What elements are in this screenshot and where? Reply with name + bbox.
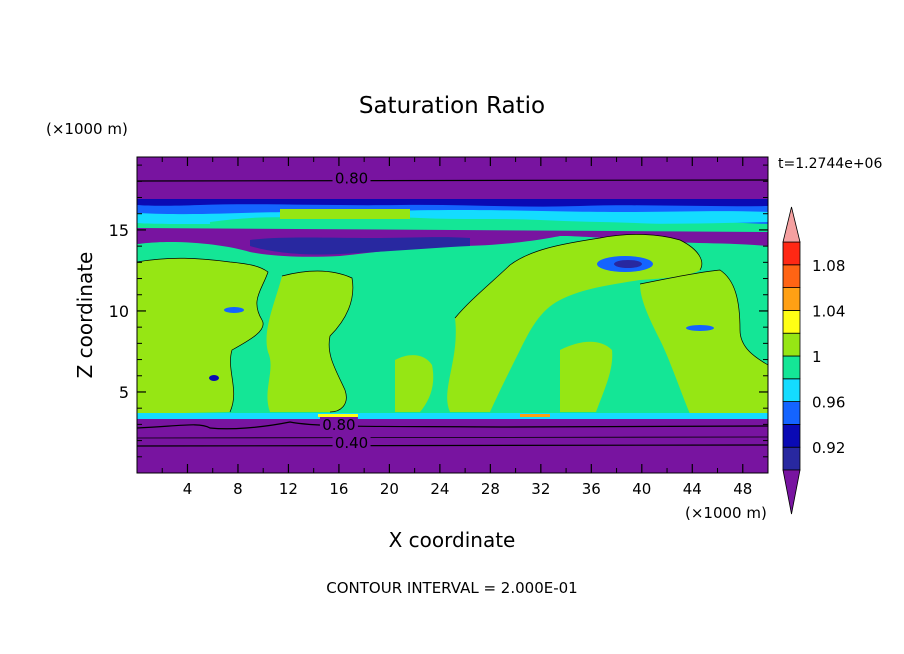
surface-yellow-streak — [318, 414, 358, 417]
upper-dry-band — [137, 157, 768, 201]
y-tick-label: 15 — [109, 221, 129, 240]
colorbar-swatch — [782, 446, 801, 471]
colorbar-tick-label: 1.08 — [812, 257, 845, 275]
colorbar-swatch — [782, 264, 801, 288]
colorbar-swatch — [782, 355, 801, 380]
small-navy-patch — [209, 375, 219, 381]
contour-line-sat-center — [454, 234, 703, 319]
y-axis-label: Z coordinate — [73, 252, 97, 379]
colorbar-swatch — [782, 332, 801, 357]
contour-line-040 — [137, 444, 768, 447]
colorbar-tick-label: 1.04 — [812, 302, 845, 320]
contour-interval-note: CONTOUR INTERVAL = 2.000E-01 — [326, 579, 577, 597]
upper-green-strip — [280, 209, 410, 219]
upper-navy-band — [137, 199, 768, 207]
contour-label-backdrop — [332, 434, 371, 450]
green-region-center — [447, 234, 702, 412]
green-region-left — [137, 258, 268, 414]
green-region-mid — [266, 271, 353, 412]
surface-cyan-band — [137, 413, 768, 419]
x-tick-label: 24 — [430, 480, 449, 498]
x-tick-label: 8 — [233, 480, 243, 498]
small-blue-patch — [224, 307, 244, 313]
colorbar-swatch — [782, 423, 801, 448]
y-tick-label: 10 — [109, 302, 129, 321]
x-tick-label: 44 — [683, 480, 702, 498]
x-tick-label: 36 — [582, 480, 601, 498]
contour-labels: 0.800.800.40 — [319, 170, 371, 452]
mid-navy-patch — [250, 237, 470, 255]
x-tick-label: 48 — [733, 480, 752, 498]
x-axis: 4 8 12 16 20 24 28 32 36 40 44 48 — [161, 157, 752, 498]
chart-title: Saturation Ratio — [359, 93, 545, 119]
contour-line-sat-mid — [281, 270, 354, 413]
colorbar-swatch — [782, 401, 801, 425]
colorbar-swatch — [782, 378, 801, 402]
colorbar-tick-label: 0.92 — [812, 439, 845, 457]
x-tick-label: 20 — [380, 480, 399, 498]
upper-green-region — [210, 217, 768, 232]
small-blue-patch-right — [686, 325, 714, 331]
colorbar-under-triangle — [782, 469, 801, 515]
colorbar-tick-label: 1 — [812, 348, 822, 366]
contour-line-lower — [137, 436, 768, 439]
y-tick-label: 5 — [119, 383, 129, 402]
x-tick-label: 4 — [183, 480, 193, 498]
x-axis-label: X coordinate — [389, 528, 516, 552]
contour-label-backdrop — [332, 170, 371, 186]
x-tick-label: 12 — [279, 480, 298, 498]
time-label: t=1.2744e+06 — [778, 156, 882, 172]
contour-label: 0.40 — [335, 434, 368, 452]
y-axis: 5 10 15 — [109, 164, 768, 458]
x-tick-label: 16 — [329, 480, 348, 498]
colorbar-over-triangle — [782, 206, 801, 243]
plot-frame — [136, 156, 769, 474]
x-tick-label: 32 — [531, 480, 550, 498]
colorbar-swatch — [782, 309, 801, 334]
contour-label: 0.80 — [335, 170, 368, 188]
y-unit-label: (×1000 m) — [46, 120, 128, 138]
contour-field: 0.800.800.40 — [137, 157, 768, 473]
colorbar-tick-label: 0.96 — [812, 394, 845, 412]
colorbar-swatch — [782, 241, 801, 266]
contour-line-sat-left — [137, 257, 269, 413]
contour-label: 0.80 — [322, 416, 355, 434]
green-region-lower-center — [395, 355, 434, 412]
contour-label-backdrop — [319, 417, 358, 433]
green-region-lower-right — [560, 341, 613, 412]
green-region-right — [640, 270, 768, 414]
colorbar-swatch — [782, 287, 801, 311]
x-tick-label: 40 — [632, 480, 651, 498]
contour-line-080-top — [137, 179, 768, 182]
contour-line-sat-right — [639, 269, 768, 366]
surface-orange-streak — [520, 414, 550, 417]
colorbar: 0.92 0.96 1 1.04 1.08 — [782, 206, 845, 515]
navy-cloud-patch — [614, 260, 642, 268]
x-tick-label: 28 — [481, 480, 500, 498]
x-unit-label: (×1000 m) — [685, 504, 767, 522]
